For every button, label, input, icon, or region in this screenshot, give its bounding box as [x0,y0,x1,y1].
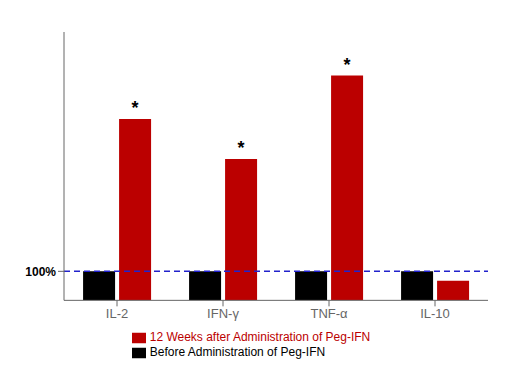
svg-text:IFN-γ: IFN-γ [207,306,239,321]
html-text:Before Administration of Peg-I: Before Administration of Peg-IFN [149,345,326,360]
svg-text:IL-10: IL-10 [420,306,450,321]
svg-text:*: * [132,98,139,118]
svg-text:100%: 100% [25,265,56,279]
svg-text:IL-2: IL-2 [106,306,128,321]
svg-text:*: * [238,138,245,158]
html-text:12 Weeks after Administration: 12 Weeks after Administration of Peg-IFN [149,330,371,345]
svg-text:*: * [344,55,351,75]
svg-text:TNF-α: TNF-α [310,306,348,321]
